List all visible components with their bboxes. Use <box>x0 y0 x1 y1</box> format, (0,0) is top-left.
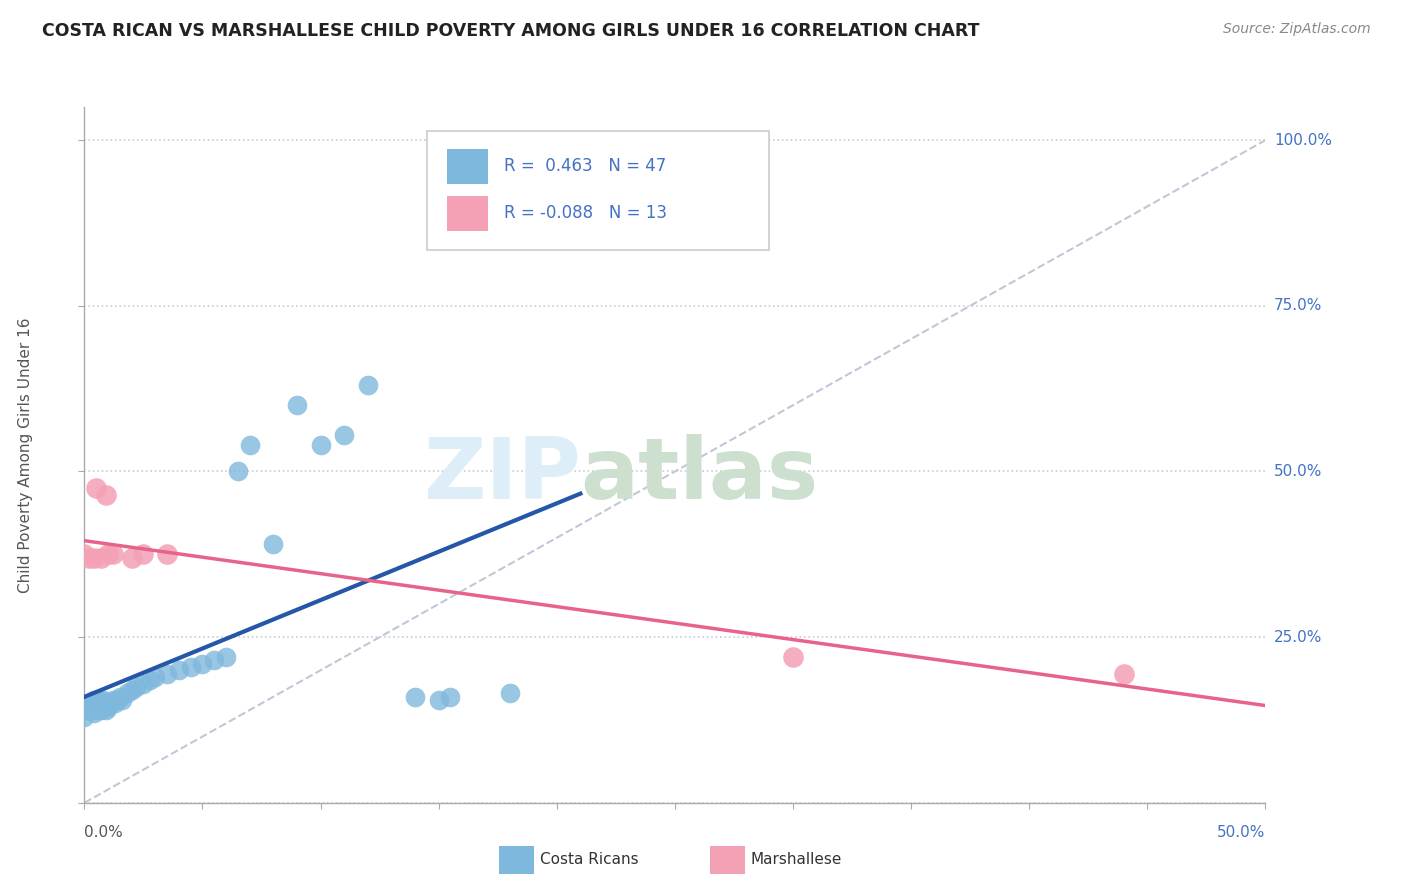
Point <box>83 693 105 707</box>
Point <box>357 378 380 392</box>
Text: 100.0%: 100.0% <box>1274 133 1331 148</box>
Point <box>76 703 98 717</box>
Point <box>143 670 166 684</box>
Text: Costa Ricans: Costa Ricans <box>540 853 638 867</box>
Point <box>80 697 103 711</box>
Point <box>439 690 461 704</box>
Text: Child Poverty Among Girls Under 16: Child Poverty Among Girls Under 16 <box>18 318 32 592</box>
Point <box>77 550 100 565</box>
Point <box>90 697 112 711</box>
Point <box>156 547 179 561</box>
Text: R = -0.088   N = 13: R = -0.088 N = 13 <box>503 203 666 222</box>
Point <box>202 653 225 667</box>
Point <box>333 428 356 442</box>
Text: 25.0%: 25.0% <box>1274 630 1322 645</box>
Text: atlas: atlas <box>581 434 818 517</box>
Point <box>94 488 117 502</box>
Point <box>97 699 120 714</box>
Text: COSTA RICAN VS MARSHALLESE CHILD POVERTY AMONG GIRLS UNDER 16 CORRELATION CHART: COSTA RICAN VS MARSHALLESE CHILD POVERTY… <box>42 22 980 40</box>
Text: 50.0%: 50.0% <box>1274 464 1322 479</box>
Point <box>94 703 117 717</box>
Point <box>84 481 107 495</box>
Point <box>73 547 96 561</box>
Point <box>498 686 520 700</box>
Point <box>77 703 100 717</box>
Point <box>139 673 162 688</box>
Point <box>111 693 134 707</box>
Point <box>107 693 129 707</box>
Point <box>97 547 120 561</box>
Point <box>1112 666 1135 681</box>
Point <box>84 703 107 717</box>
Point <box>87 699 110 714</box>
Point <box>125 680 148 694</box>
Point <box>101 547 124 561</box>
FancyBboxPatch shape <box>447 196 488 231</box>
Point <box>121 550 143 565</box>
Point <box>156 666 179 681</box>
Point <box>132 676 155 690</box>
Point <box>215 650 238 665</box>
Point <box>108 690 131 704</box>
Point <box>90 550 112 565</box>
Point <box>104 697 127 711</box>
Point <box>83 550 105 565</box>
Text: 0.0%: 0.0% <box>84 825 124 840</box>
Point <box>80 699 103 714</box>
Point <box>239 438 262 452</box>
Point <box>98 697 121 711</box>
Text: 50.0%: 50.0% <box>1218 825 1265 840</box>
Point <box>91 699 114 714</box>
FancyBboxPatch shape <box>427 131 769 250</box>
Text: R =  0.463   N = 47: R = 0.463 N = 47 <box>503 157 666 175</box>
Point <box>167 663 190 677</box>
Point <box>180 660 202 674</box>
Point <box>91 693 114 707</box>
Point <box>101 693 124 707</box>
Point <box>90 703 112 717</box>
Point <box>262 537 284 551</box>
Text: Marshallese: Marshallese <box>751 853 842 867</box>
Point <box>87 693 110 707</box>
Point <box>83 706 105 721</box>
Point <box>132 547 155 561</box>
Text: 75.0%: 75.0% <box>1274 298 1322 313</box>
Point <box>73 709 96 723</box>
Text: Source: ZipAtlas.com: Source: ZipAtlas.com <box>1223 22 1371 37</box>
Point <box>115 686 138 700</box>
FancyBboxPatch shape <box>447 149 488 184</box>
Point <box>191 657 214 671</box>
Point <box>84 697 107 711</box>
Text: ZIP: ZIP <box>423 434 581 517</box>
Point <box>782 650 804 665</box>
Point <box>427 693 450 707</box>
Point <box>404 690 426 704</box>
Point <box>226 465 249 479</box>
Point <box>97 697 120 711</box>
Point <box>121 683 143 698</box>
Point <box>285 398 308 412</box>
Point <box>309 438 332 452</box>
